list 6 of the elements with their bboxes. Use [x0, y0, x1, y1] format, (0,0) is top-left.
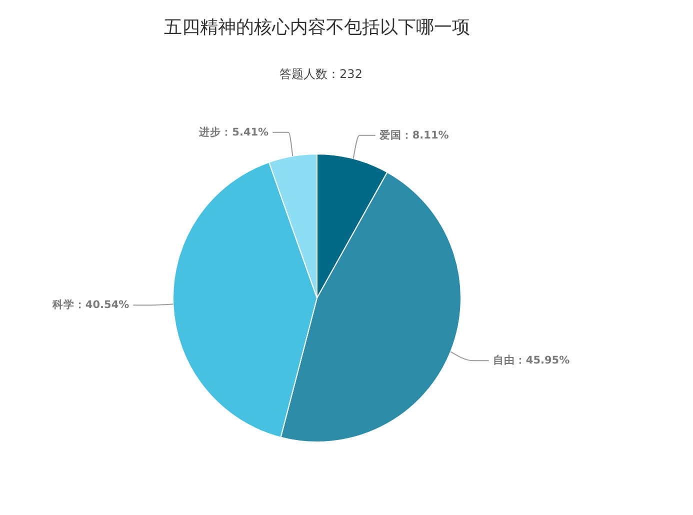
- slice-label: 进步：5.41%: [198, 125, 270, 138]
- slice-label: 科学：40.54%: [51, 298, 130, 312]
- slice-label: 爱国：8.11%: [378, 128, 450, 142]
- chart-subtitle: 答题人数：232: [280, 67, 362, 81]
- slice-label: 自由：45.95%: [492, 354, 570, 367]
- chart-title: 五四精神的核心内容不包括以下哪一项: [164, 17, 470, 38]
